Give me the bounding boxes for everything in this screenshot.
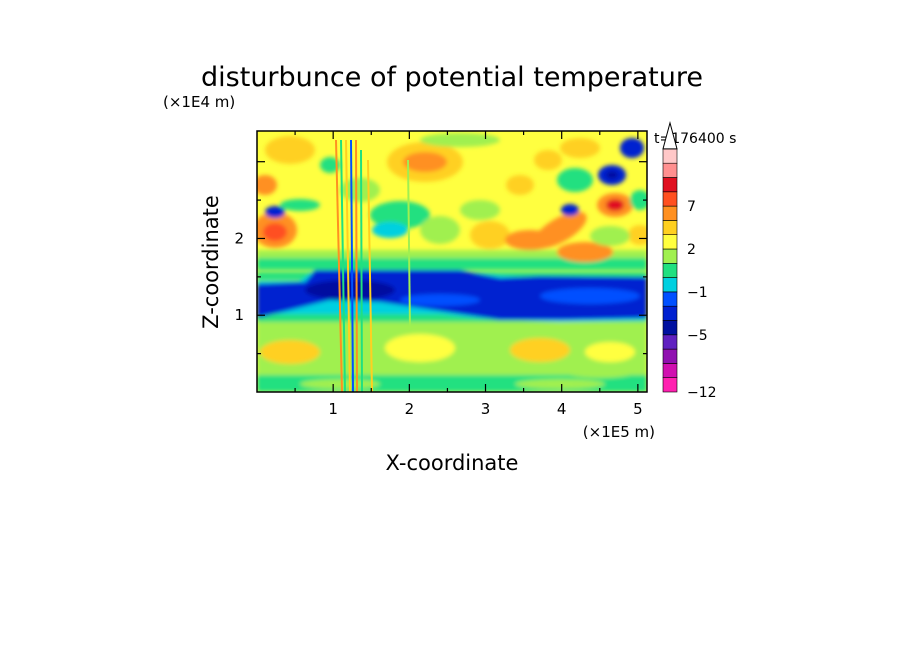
x-axis-label: X-coordinate: [386, 451, 519, 475]
colorbar-swatch: [662, 234, 678, 250]
x-tick-label: 1: [328, 400, 338, 418]
colorbar-swatch: [662, 177, 678, 193]
colorbar-swatch: [662, 148, 678, 164]
x-tick-label: 3: [481, 400, 491, 418]
colorbar-label: 7: [687, 199, 696, 215]
x-scale-label: (×1E5 m): [583, 423, 655, 441]
colorbar-swatch: [662, 191, 678, 207]
colorbar-extend-arrow: [662, 120, 678, 150]
plot-frame: [256, 130, 648, 393]
colorbar-swatch: [662, 277, 678, 293]
x-tick-label: 2: [405, 400, 415, 418]
colorbar-swatch: [662, 377, 678, 393]
colorbar-swatch: [662, 205, 678, 221]
colorbar-label: −5: [687, 328, 708, 344]
colorbar-swatch: [662, 305, 678, 321]
chart-title: disturbunce of potential temperature: [201, 62, 703, 93]
colorbar-swatch: [662, 291, 678, 307]
colorbar-swatch: [662, 363, 678, 378]
colorbar: 7 2 −1 −5 −12: [662, 120, 717, 401]
colorbar-swatch: [662, 334, 678, 350]
colorbar-swatch: [662, 162, 678, 178]
y-tick-label: 1: [234, 306, 244, 324]
y-tick-label: 2: [234, 229, 244, 247]
contour-field: [257, 131, 647, 392]
y-axis-label: Z-coordinate: [199, 195, 223, 329]
y-scale-label: (×1E4 m): [163, 93, 235, 111]
colorbar-swatch: [662, 320, 678, 336]
colorbar-swatch: [662, 348, 678, 364]
x-tick-label: 5: [633, 400, 643, 418]
colorbar-swatch: [662, 248, 678, 264]
colorbar-label: −1: [687, 285, 708, 301]
colorbar-swatch: [662, 262, 678, 278]
colorbar-swatch: [662, 220, 678, 235]
colorbar-label: 2: [687, 242, 696, 258]
colorbar-label: −12: [687, 385, 717, 401]
x-tick-label: 4: [557, 400, 567, 418]
